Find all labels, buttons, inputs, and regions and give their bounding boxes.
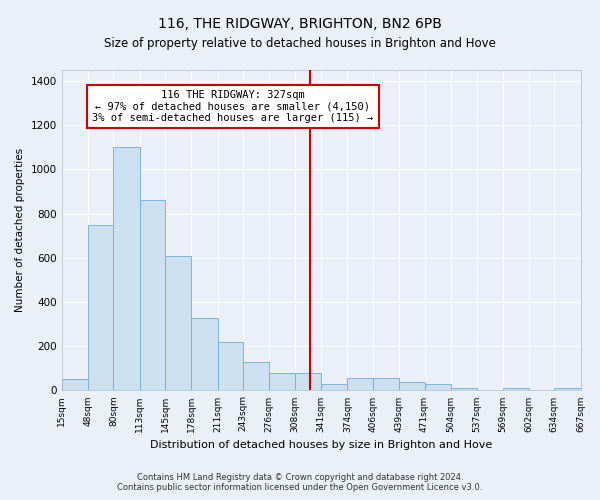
Bar: [113, 148, 140, 390]
Bar: [140, 200, 165, 390]
Bar: [425, 384, 451, 390]
Bar: [554, 388, 581, 390]
Bar: [503, 388, 529, 390]
Bar: [243, 362, 269, 390]
Bar: [165, 256, 191, 390]
Bar: [62, 380, 88, 390]
Bar: [451, 388, 477, 390]
Bar: [218, 342, 243, 390]
Text: 116 THE RIDGWAY: 327sqm
← 97% of detached houses are smaller (4,150)
3% of semi-: 116 THE RIDGWAY: 327sqm ← 97% of detache…: [92, 90, 373, 123]
Bar: [295, 373, 321, 390]
Text: Size of property relative to detached houses in Brighton and Hove: Size of property relative to detached ho…: [104, 38, 496, 51]
Text: Contains public sector information licensed under the Open Government Licence v3: Contains public sector information licen…: [118, 484, 482, 492]
Bar: [269, 373, 295, 390]
Bar: [321, 384, 347, 390]
X-axis label: Distribution of detached houses by size in Brighton and Hove: Distribution of detached houses by size …: [150, 440, 492, 450]
Bar: [399, 382, 425, 390]
Bar: [191, 318, 218, 390]
Y-axis label: Number of detached properties: Number of detached properties: [15, 148, 25, 312]
Text: 116, THE RIDGWAY, BRIGHTON, BN2 6PB: 116, THE RIDGWAY, BRIGHTON, BN2 6PB: [158, 18, 442, 32]
Bar: [347, 378, 373, 390]
Bar: [88, 224, 113, 390]
Text: Contains HM Land Registry data © Crown copyright and database right 2024.: Contains HM Land Registry data © Crown c…: [137, 474, 463, 482]
Bar: [373, 378, 399, 390]
